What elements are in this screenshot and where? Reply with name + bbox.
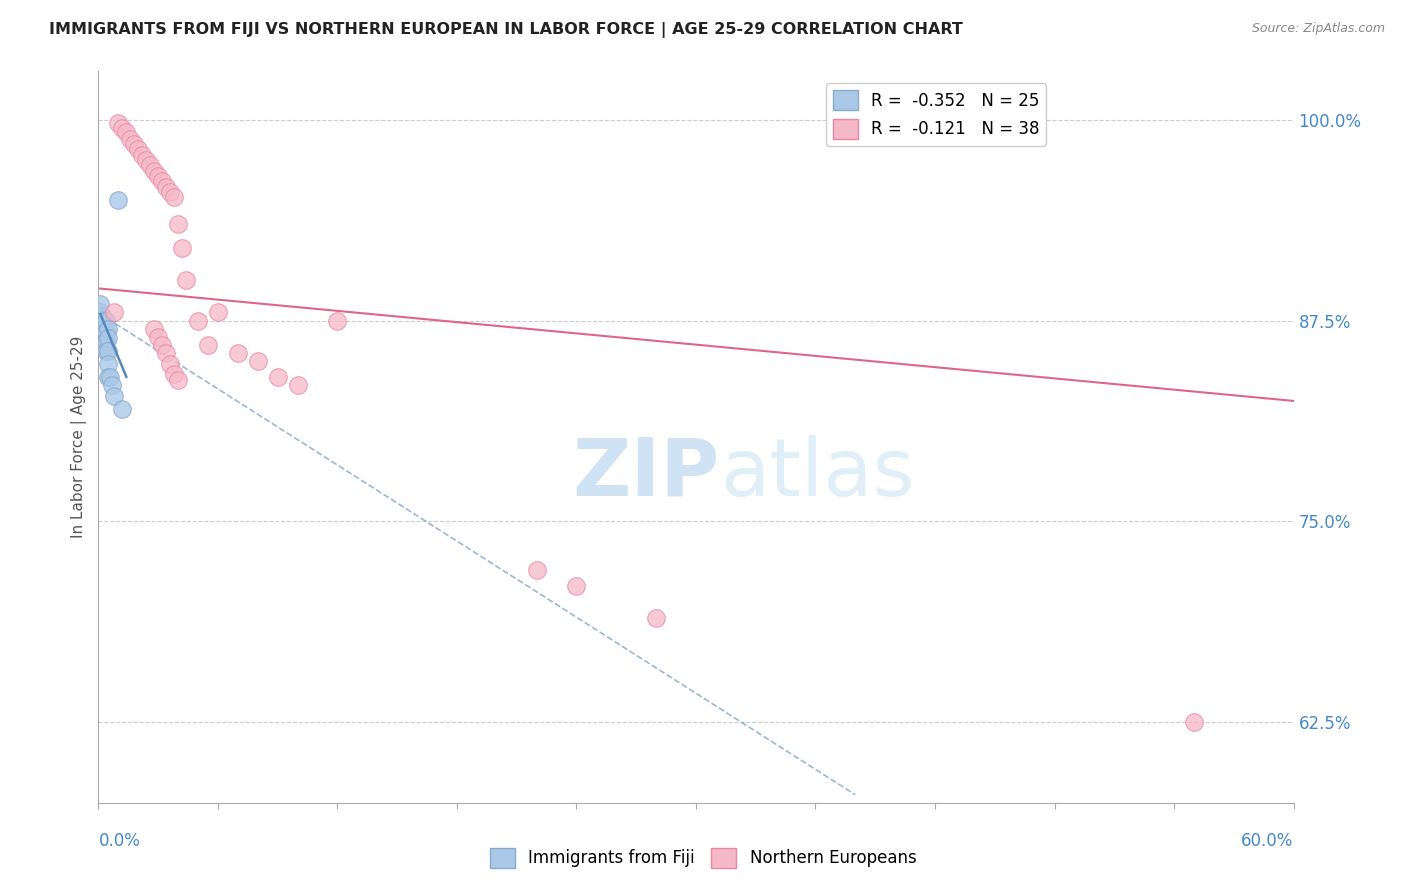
Point — [120, 132, 142, 146]
Point — [143, 164, 166, 178]
Text: 0.0%: 0.0% — [98, 831, 141, 850]
Point — [148, 169, 170, 183]
Point — [93, 321, 115, 335]
Point — [89, 305, 111, 319]
Point — [174, 273, 197, 287]
Point — [159, 357, 181, 371]
Point — [97, 331, 120, 345]
Point — [89, 321, 111, 335]
Point — [163, 367, 186, 381]
Point — [326, 313, 349, 327]
Point — [172, 241, 194, 255]
Point — [97, 369, 120, 384]
Point — [139, 158, 162, 172]
Point — [89, 297, 111, 311]
Point — [155, 180, 177, 194]
Point — [107, 116, 129, 130]
Point — [96, 334, 118, 349]
Point — [97, 357, 120, 371]
Text: IMMIGRANTS FROM FIJI VS NORTHERN EUROPEAN IN LABOR FORCE | AGE 25-29 CORRELATION: IMMIGRANTS FROM FIJI VS NORTHERN EUROPEA… — [49, 22, 963, 38]
Point — [246, 353, 269, 368]
Point — [93, 331, 115, 345]
Legend: R =  -0.352   N = 25, R =  -0.121   N = 38: R = -0.352 N = 25, R = -0.121 N = 38 — [825, 83, 1046, 145]
Point — [96, 313, 118, 327]
Point — [143, 321, 166, 335]
Point — [97, 344, 120, 359]
Point — [103, 305, 125, 319]
Point — [226, 345, 249, 359]
Point — [96, 325, 118, 339]
Y-axis label: In Labor Force | Age 25-29: In Labor Force | Age 25-29 — [72, 336, 87, 538]
Point — [115, 125, 138, 139]
Point — [187, 313, 209, 327]
Point — [131, 148, 153, 162]
Point — [91, 317, 114, 331]
Point — [565, 579, 588, 593]
Point — [159, 185, 181, 199]
Point — [111, 120, 134, 135]
Point — [93, 341, 115, 355]
Point — [197, 337, 219, 351]
Point — [111, 401, 134, 416]
Point — [150, 174, 173, 188]
Point — [267, 369, 290, 384]
Point — [98, 369, 122, 384]
Point — [89, 313, 111, 327]
Point — [107, 193, 129, 207]
Point — [101, 377, 124, 392]
Text: ZIP: ZIP — [572, 434, 720, 513]
Text: 60.0%: 60.0% — [1241, 831, 1294, 850]
Point — [163, 190, 186, 204]
Point — [207, 305, 229, 319]
Legend: Immigrants from Fiji, Northern Europeans: Immigrants from Fiji, Northern Europeans — [484, 841, 922, 875]
Point — [526, 563, 548, 577]
Point — [167, 217, 190, 231]
Point — [167, 373, 190, 387]
Text: Source: ZipAtlas.com: Source: ZipAtlas.com — [1251, 22, 1385, 36]
Point — [155, 345, 177, 359]
Point — [97, 321, 120, 335]
Point — [103, 389, 125, 403]
Point — [135, 153, 157, 167]
Point — [1182, 715, 1205, 730]
Point — [127, 142, 149, 156]
Point — [645, 611, 668, 625]
Point — [91, 326, 114, 341]
Point — [287, 377, 309, 392]
Point — [124, 136, 146, 151]
Point — [96, 344, 118, 359]
Text: atlas: atlas — [720, 434, 914, 513]
Point — [148, 329, 170, 343]
Point — [91, 309, 114, 323]
Point — [150, 337, 173, 351]
Point — [93, 312, 115, 326]
